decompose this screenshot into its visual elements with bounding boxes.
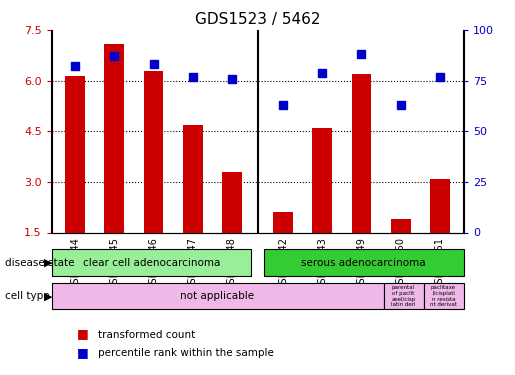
Text: not applicable: not applicable	[180, 291, 254, 301]
Bar	[222, 172, 242, 232]
Bar	[264, 249, 464, 276]
Text: clear cell adenocarcinoma: clear cell adenocarcinoma	[83, 258, 220, 267]
Text: disease state: disease state	[5, 258, 75, 267]
Bar	[423, 283, 464, 309]
Title: GDS1523 / 5462: GDS1523 / 5462	[195, 12, 320, 27]
Bar	[391, 219, 410, 232]
Bar	[352, 74, 371, 232]
Text: percentile rank within the sample: percentile rank within the sample	[98, 348, 274, 358]
Text: serous adenocarcinoma: serous adenocarcinoma	[301, 258, 426, 267]
Bar	[65, 76, 85, 232]
Text: ■: ■	[77, 327, 89, 340]
Text: ■: ■	[77, 346, 89, 359]
Text: ▶: ▶	[44, 258, 53, 267]
Text: paclitaxe
l/cisplati
n resista
nt derivat: paclitaxe l/cisplati n resista nt deriva…	[430, 285, 457, 308]
Bar	[144, 70, 163, 232]
Bar	[273, 212, 293, 232]
Bar	[384, 283, 423, 309]
Text: parental
of paclit
axel/cisp
latin deri: parental of paclit axel/cisp latin deri	[391, 285, 416, 308]
Text: transformed count: transformed count	[98, 330, 195, 339]
Bar	[183, 124, 202, 232]
Bar	[52, 283, 384, 309]
Bar	[105, 44, 124, 232]
Bar	[313, 128, 332, 232]
Bar	[52, 249, 251, 276]
Bar	[430, 178, 450, 232]
Text: ▶: ▶	[44, 291, 53, 301]
Text: cell type: cell type	[5, 291, 50, 301]
